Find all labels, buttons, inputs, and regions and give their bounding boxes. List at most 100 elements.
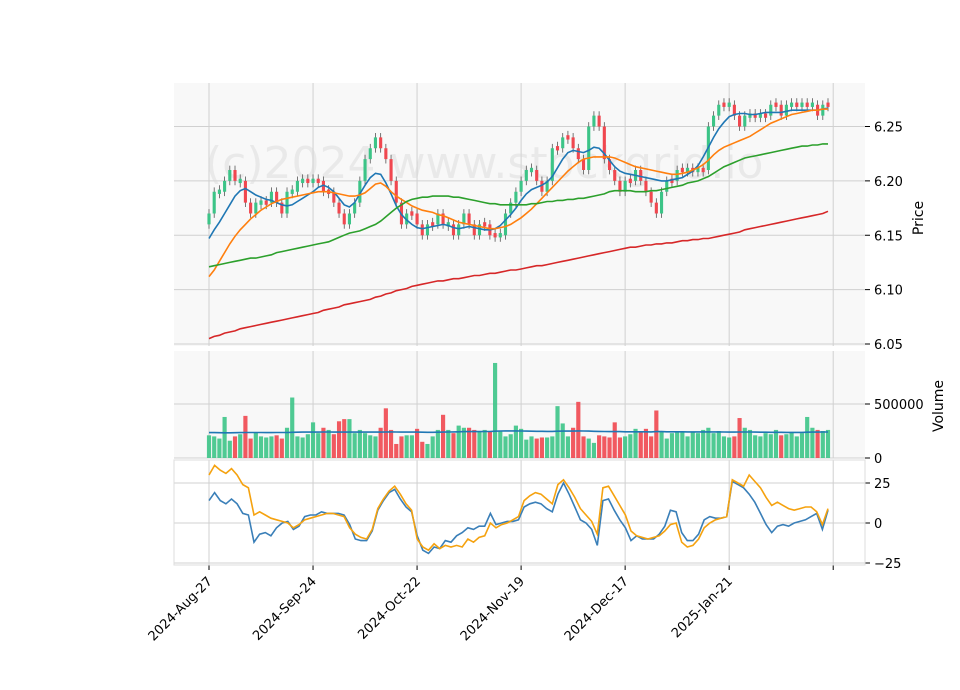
volume-bar [539, 437, 544, 458]
candle-body [389, 159, 393, 181]
candle-body [472, 224, 476, 236]
candle-body [446, 222, 450, 227]
volume-bar [623, 436, 628, 458]
volume-bar [451, 433, 456, 458]
candle-body [826, 102, 830, 107]
volume-bar [467, 427, 472, 458]
x-tick-label: 2024-Oct-22 [355, 574, 423, 642]
price-tick-label: 6.25 [874, 121, 903, 136]
volume-bar [675, 431, 680, 458]
volume-bar [773, 429, 779, 458]
candle-body [795, 102, 799, 107]
volume-bar [659, 431, 664, 458]
volume-bar [503, 436, 508, 458]
candle-body [217, 189, 221, 194]
candle-body [254, 202, 258, 214]
price-series-layer [207, 98, 830, 340]
volume-bar [820, 431, 825, 458]
candle-body [810, 102, 814, 107]
volume-bar [232, 436, 238, 458]
volume-bar [690, 432, 695, 458]
candle-body [394, 180, 398, 203]
volume-bar [763, 433, 768, 458]
volume-bar [274, 435, 279, 458]
candle-body [467, 213, 471, 225]
volume-bar [732, 436, 737, 458]
volume-bar [701, 429, 706, 458]
candle-body [238, 178, 242, 184]
candle-body [243, 180, 247, 203]
candle-body [654, 202, 658, 214]
candle-body [410, 211, 414, 216]
volume-bar [758, 436, 763, 458]
volume-bar [290, 397, 295, 458]
x-tick-label: 2024-Dec-17 [562, 574, 632, 644]
candle-body [779, 104, 783, 116]
candle-body [790, 102, 794, 107]
volume-bar [310, 422, 316, 458]
volume-bar [347, 419, 352, 458]
candle-body [316, 178, 320, 184]
candle-body [264, 200, 268, 205]
candle-body [680, 167, 684, 173]
candle-body [675, 170, 679, 181]
volume-bar [513, 425, 518, 458]
volume-bar [529, 436, 534, 458]
volume-bar [253, 432, 258, 458]
volume-bar [576, 401, 581, 458]
volume-bar [446, 429, 451, 458]
candle-body [727, 102, 731, 107]
candle-body [738, 115, 742, 127]
candle-body [545, 180, 549, 192]
volume-bar [326, 429, 331, 458]
volume-bar [472, 429, 477, 458]
candle-body [659, 191, 664, 214]
candle-body [379, 137, 383, 149]
candle-body [732, 104, 736, 116]
volume-bar [664, 438, 669, 458]
candle-body [623, 180, 627, 192]
volume-bar [643, 428, 649, 458]
candle-body [373, 137, 378, 149]
volume-bar [602, 436, 607, 458]
candle-body [644, 180, 648, 192]
oscillator-frame [173, 459, 866, 566]
volume-bar [597, 435, 602, 458]
volume-bar [243, 415, 248, 458]
volume-ma-line [209, 430, 828, 434]
candle-body [774, 102, 778, 107]
volume-bar [550, 436, 555, 458]
candle-body [223, 180, 227, 192]
volume-bar [435, 429, 440, 458]
volume-bar [799, 433, 805, 458]
x-tick-label: 2024-Nov-19 [458, 574, 528, 644]
volume-bar [560, 423, 565, 458]
candle-body [628, 178, 632, 184]
candle-body [665, 180, 669, 192]
volume-bar [295, 436, 300, 458]
volume-bar [440, 414, 446, 458]
candle-body [457, 224, 461, 236]
oscillator-tick-label: 25 [874, 477, 891, 492]
volume-bar [768, 434, 773, 458]
candle-body [722, 102, 726, 107]
volume-bar [716, 431, 721, 458]
candle-body [342, 213, 346, 225]
price-panel [174, 83, 865, 346]
candle-body [587, 126, 591, 170]
volume-bar [649, 436, 654, 458]
volume-bar [654, 410, 659, 458]
x-tick-label: 2024-Aug-27 [146, 574, 216, 644]
candle-body [592, 115, 596, 127]
volume-bar [591, 442, 597, 458]
candle-body [503, 213, 508, 236]
candle-body [769, 104, 773, 116]
volume-bar [264, 437, 269, 458]
candle-body [712, 115, 716, 127]
candle-body [451, 224, 456, 236]
volume-bar [425, 443, 430, 458]
volume-bar [482, 429, 487, 458]
volume-bar [383, 408, 388, 458]
volume-bar [779, 435, 784, 458]
volume-bar [815, 429, 820, 458]
